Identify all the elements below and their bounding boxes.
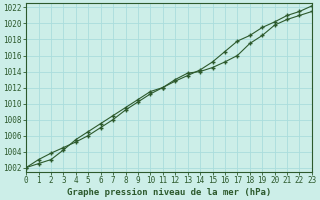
X-axis label: Graphe pression niveau de la mer (hPa): Graphe pression niveau de la mer (hPa) — [67, 188, 271, 197]
